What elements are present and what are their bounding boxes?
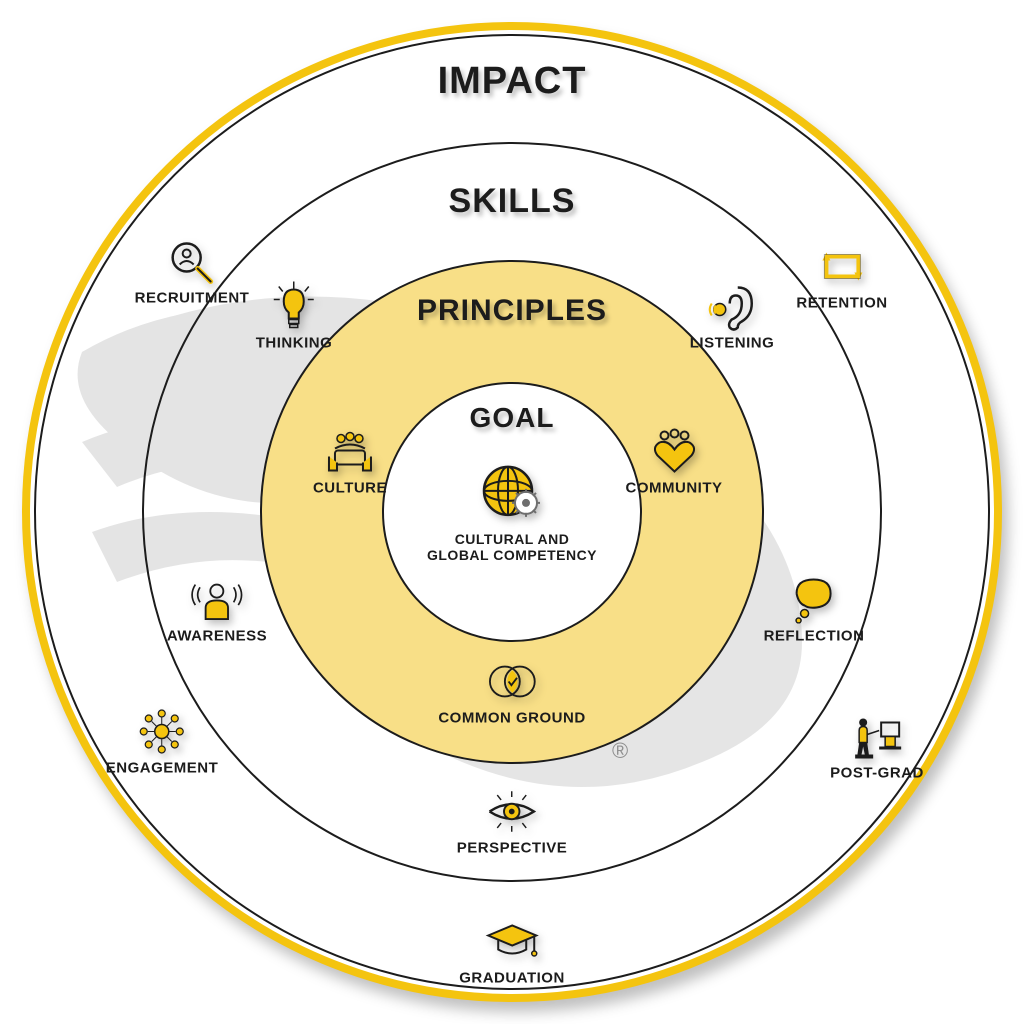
- ring-title-principles: PRINCIPLES: [417, 294, 607, 328]
- awareness-icon: [189, 576, 245, 624]
- recruitment-icon: [164, 238, 220, 286]
- item-awareness: AWARENESS: [167, 576, 267, 645]
- ring-title-goal: GOAL: [470, 402, 555, 434]
- goal-label: CULTURAL AND GLOBAL COMPETENCY: [422, 531, 602, 563]
- graduation-icon: [484, 918, 540, 966]
- item-reflection: REFLECTION: [764, 576, 865, 645]
- common-ground-icon: [484, 658, 540, 706]
- concentric-diagram: IMPACT SKILLS PRINCIPLES GOAL: [22, 22, 1002, 1002]
- community-icon: [646, 428, 702, 476]
- listening-icon: [704, 283, 760, 331]
- item-label: COMMON GROUND: [438, 710, 585, 727]
- item-label: POST-GRAD: [830, 765, 924, 782]
- item-common-ground: COMMON GROUND: [438, 658, 585, 727]
- item-label: ENGAGEMENT: [106, 760, 219, 777]
- item-label: GRADUATION: [459, 970, 565, 987]
- item-thinking: THINKING: [256, 283, 333, 352]
- item-listening: LISTENING: [690, 283, 775, 352]
- ring-title-impact: IMPACT: [438, 60, 587, 103]
- item-engagement: ENGAGEMENT: [106, 708, 219, 777]
- thinking-icon: [266, 283, 322, 331]
- item-label: LISTENING: [690, 335, 775, 352]
- engagement-icon: [134, 708, 190, 756]
- item-label: THINKING: [256, 335, 333, 352]
- item-label: COMMUNITY: [626, 480, 723, 497]
- culture-icon: [322, 428, 378, 476]
- item-culture: CULTURE: [313, 428, 387, 497]
- item-graduation: GRADUATION: [459, 918, 565, 987]
- item-post-grad: POST-GRAD: [830, 713, 924, 782]
- globe-gear-icon: [476, 461, 548, 525]
- reflection-icon: [786, 576, 842, 624]
- item-perspective: PERSPECTIVE: [457, 788, 568, 857]
- item-label: REFLECTION: [764, 628, 865, 645]
- goal-center: CULTURAL AND GLOBAL COMPETENCY: [422, 461, 602, 563]
- item-recruitment: RECRUITMENT: [135, 238, 250, 307]
- item-community: COMMUNITY: [626, 428, 723, 497]
- retention-icon: [814, 243, 870, 291]
- registered-mark: ®: [612, 738, 628, 764]
- item-label: AWARENESS: [167, 628, 267, 645]
- item-label: PERSPECTIVE: [457, 840, 568, 857]
- item-label: RECRUITMENT: [135, 290, 250, 307]
- post-grad-icon: [849, 713, 905, 761]
- item-label: RETENTION: [796, 295, 887, 312]
- item-retention: RETENTION: [796, 243, 887, 312]
- item-label: CULTURE: [313, 480, 387, 497]
- perspective-icon: [484, 788, 540, 836]
- ring-title-skills: SKILLS: [449, 182, 576, 221]
